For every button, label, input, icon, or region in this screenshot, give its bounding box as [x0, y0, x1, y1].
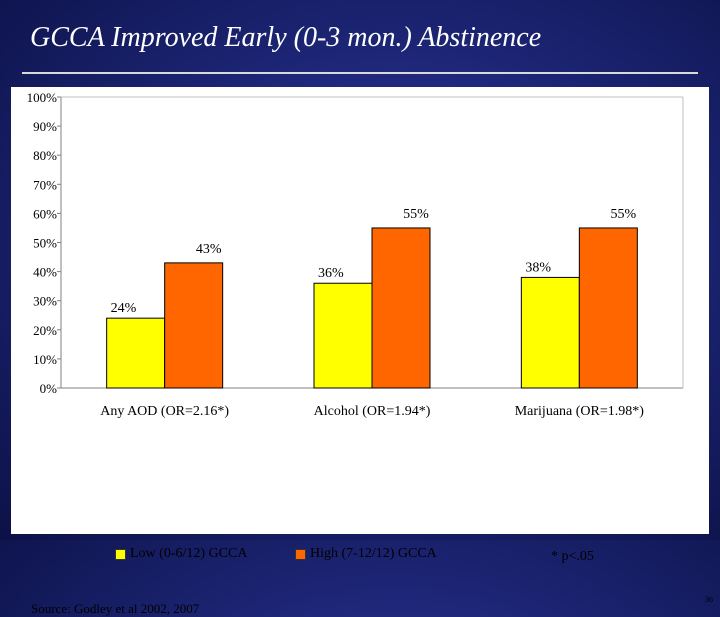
data-label-low-1: 24% [111, 301, 137, 316]
bar-low-1 [106, 317, 166, 389]
chart-panel: 0% 10% 20% 30% 40% 50% 60% 70% 80% 90% 100% 24% 43%… [11, 87, 713, 616]
legend-swatch-high [295, 548, 306, 560]
y-tick-label: 50% [33, 236, 57, 251]
data-label-high-2: 55% [403, 207, 429, 222]
category-label-1: Any AOD (OR=2.16*) [100, 404, 229, 419]
source-citation: Source: Godley et al 2002, 2007 [31, 601, 200, 616]
data-label-high-1: 43% [196, 242, 222, 257]
bar-high-3 [578, 227, 638, 389]
bar-high-1 [164, 262, 224, 389]
y-tick-label: 80% [33, 148, 57, 163]
title-divider [22, 72, 698, 74]
y-tick-label: 100% [27, 90, 58, 105]
legend-item-low: Low (0-6/12) GCCA [115, 546, 247, 562]
slide-number: 36 [705, 595, 713, 604]
y-tick-label: 90% [33, 119, 57, 134]
bar-high-2 [371, 227, 431, 389]
data-label-high-3: 55% [610, 207, 636, 222]
legend-item-high: High (7-12/12) GCCA [295, 546, 437, 562]
legend-label-high: High (7-12/12) GCCA [310, 546, 437, 561]
y-tick-label: 0% [40, 381, 58, 396]
y-tick-label: 60% [33, 206, 57, 221]
category-labels: Any AOD (OR=2.16*) Alcohol (OR=1.94*) Mari… [100, 404, 644, 419]
y-tick-label: 20% [33, 323, 57, 338]
bars: 24% 43% 36% 55% 38% 55% [106, 207, 638, 389]
y-tick-label: 30% [33, 294, 57, 309]
bar-chart: 0% 10% 20% 30% 40% 50% 60% 70% 80% 90% 100% 24% 43%… [27, 90, 684, 419]
y-axis: 0% 10% 20% 30% 40% 50% 60% 70% 80% 90% 100% [27, 90, 684, 396]
slide-title: GCCA Improved Early (0-3 mon.) Abstinenc… [30, 22, 542, 53]
bar-low-2 [313, 282, 373, 389]
data-label-low-2: 36% [318, 266, 344, 281]
legend-label-low: Low (0-6/12) GCCA [130, 546, 248, 561]
y-tick-label: 10% [33, 352, 57, 367]
y-tick-label: 70% [33, 177, 57, 192]
y-tick-label: 40% [33, 265, 57, 280]
significance-footnote: * p<.05 [551, 549, 594, 564]
category-label-2: Alcohol (OR=1.94*) [314, 404, 431, 419]
category-label-3: Marijuana (OR=1.98*) [515, 404, 645, 419]
bar-low-3 [520, 276, 580, 389]
data-label-low-3: 38% [525, 260, 551, 275]
legend-swatch-low [115, 548, 126, 560]
